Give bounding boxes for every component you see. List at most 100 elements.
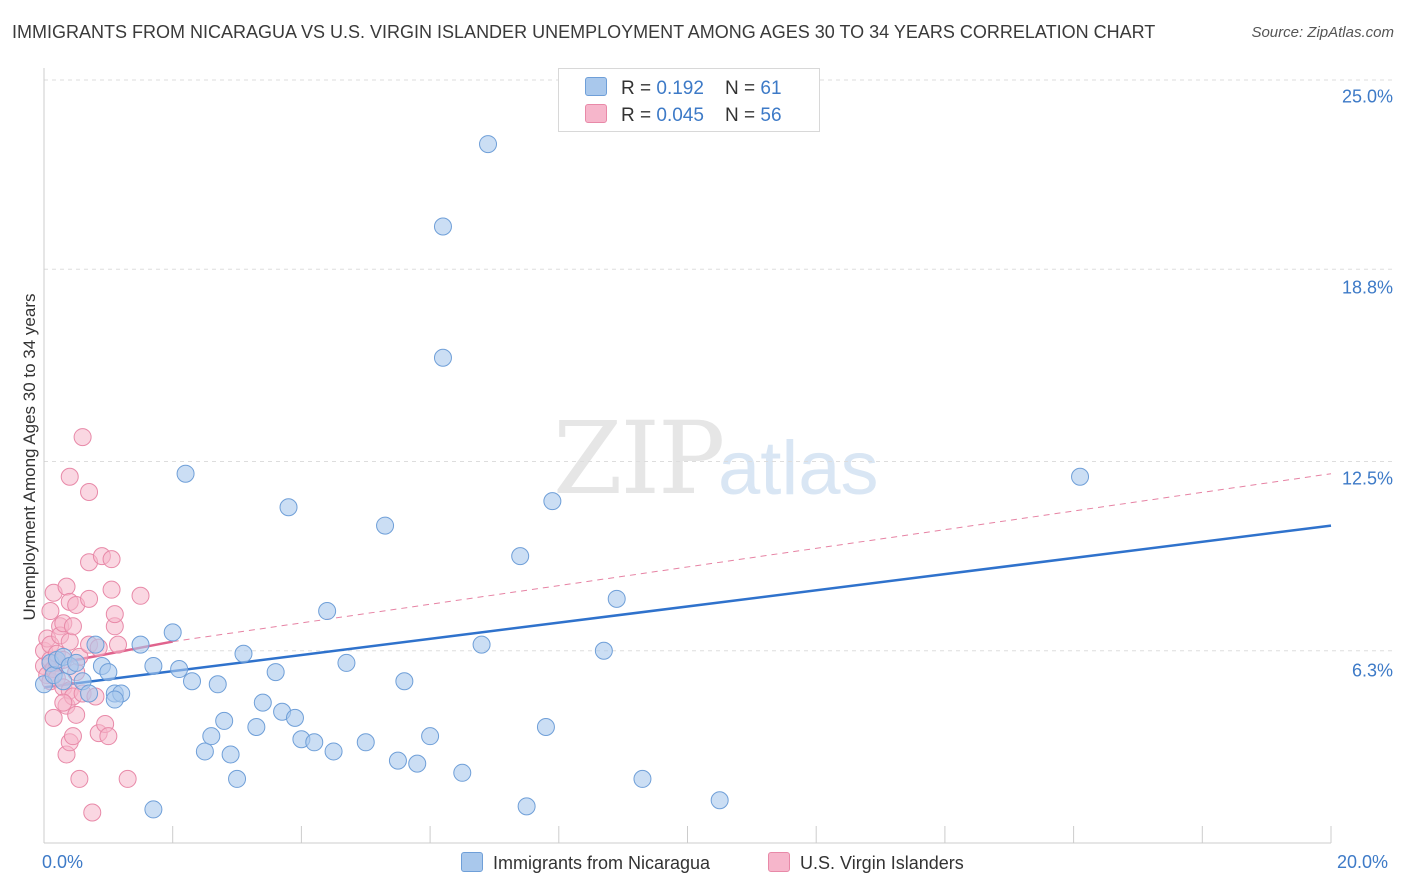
data-point-nicaragua bbox=[54, 672, 73, 691]
data-point-nicaragua bbox=[607, 589, 626, 608]
data-point-nicaragua bbox=[163, 623, 182, 642]
data-point-nicaragua bbox=[408, 754, 427, 773]
chart-title: IMMIGRANTS FROM NICARAGUA VS U.S. VIRGIN… bbox=[12, 22, 1156, 42]
legend-n-value: 56 bbox=[760, 105, 782, 126]
bottom-legend-nicaragua: Immigrants from Nicaragua bbox=[461, 852, 710, 874]
trend-line-nicaragua bbox=[43, 524, 1332, 689]
data-point-nicaragua bbox=[80, 684, 99, 703]
legend-n-value: 61 bbox=[760, 78, 782, 99]
data-point-virgin-islanders bbox=[41, 602, 60, 621]
x-tick-label-min: 0.0% bbox=[42, 852, 84, 872]
data-point-nicaragua bbox=[105, 690, 124, 709]
data-point-nicaragua bbox=[234, 644, 253, 663]
data-point-nicaragua bbox=[253, 693, 272, 712]
bottom-legend-label: U.S. Virgin Islanders bbox=[800, 853, 964, 873]
data-point-nicaragua bbox=[170, 660, 189, 679]
data-point-nicaragua bbox=[99, 663, 118, 682]
legend-r-label: R = bbox=[621, 105, 657, 126]
data-point-virgin-islanders bbox=[105, 605, 124, 624]
data-point-nicaragua bbox=[279, 498, 298, 517]
data-point-virgin-islanders bbox=[109, 635, 128, 654]
data-point-virgin-islanders bbox=[118, 769, 137, 788]
data-point-virgin-islanders bbox=[131, 586, 150, 605]
legend-n-label: N = bbox=[725, 105, 761, 126]
data-point-nicaragua bbox=[247, 718, 266, 737]
bottom-legend-swatch-blue bbox=[461, 852, 483, 872]
y-tick-label: 12.5% bbox=[1341, 468, 1393, 489]
data-point-nicaragua bbox=[433, 348, 452, 367]
data-point-virgin-islanders bbox=[80, 483, 99, 502]
data-point-virgin-islanders bbox=[102, 550, 121, 569]
data-point-nicaragua bbox=[176, 464, 195, 483]
bottom-legend-virgin-islanders: U.S. Virgin Islanders bbox=[768, 852, 964, 874]
data-point-nicaragua bbox=[710, 791, 729, 810]
data-point-nicaragua bbox=[594, 641, 613, 660]
data-point-virgin-islanders bbox=[63, 727, 82, 746]
watermark-zip: ZIP bbox=[553, 400, 725, 517]
trend-line-virgin-islanders-extended bbox=[172, 473, 1332, 643]
y-axis-label: Unemployment Among Ages 30 to 34 years bbox=[20, 293, 39, 621]
data-point-nicaragua bbox=[67, 653, 86, 672]
data-point-nicaragua bbox=[215, 711, 234, 730]
data-point-virgin-islanders bbox=[57, 577, 76, 596]
data-point-nicaragua bbox=[318, 602, 337, 621]
legend-r-label: R = bbox=[621, 78, 657, 99]
data-point-virgin-islanders bbox=[54, 693, 73, 712]
correlation-legend: R = 0.192 N = 61 R = 0.045 N = 56 bbox=[558, 68, 820, 132]
data-point-nicaragua bbox=[479, 135, 498, 154]
data-points bbox=[35, 135, 1090, 822]
data-point-nicaragua bbox=[395, 672, 414, 691]
legend-n-label: N = bbox=[725, 78, 761, 99]
data-point-virgin-islanders bbox=[73, 428, 92, 447]
data-point-nicaragua bbox=[144, 656, 163, 675]
axes bbox=[43, 68, 1332, 844]
data-point-nicaragua bbox=[453, 763, 472, 782]
data-point-nicaragua bbox=[324, 742, 343, 761]
legend-swatch-pink bbox=[585, 104, 607, 123]
grid-lines bbox=[44, 79, 1393, 652]
data-point-nicaragua bbox=[208, 675, 227, 694]
legend-r-value: 0.045 bbox=[656, 105, 704, 126]
y-tick-label: 18.8% bbox=[1341, 277, 1393, 298]
x-tick-label-max: 20.0% bbox=[1337, 852, 1389, 872]
data-point-nicaragua bbox=[195, 742, 214, 761]
data-point-nicaragua bbox=[1071, 467, 1090, 486]
data-point-nicaragua bbox=[144, 800, 163, 819]
data-point-nicaragua bbox=[433, 217, 452, 236]
data-point-nicaragua bbox=[376, 516, 395, 535]
data-point-nicaragua bbox=[543, 492, 562, 511]
data-point-nicaragua bbox=[183, 672, 202, 691]
data-point-nicaragua bbox=[633, 769, 652, 788]
y-tick-label: 6.3% bbox=[1351, 660, 1393, 681]
data-point-virgin-islanders bbox=[63, 617, 82, 636]
bottom-legend-label: Immigrants from Nicaragua bbox=[493, 853, 711, 873]
y-tick-label: 25.0% bbox=[1341, 86, 1393, 107]
source-credit: Source: ZipAtlas.com bbox=[1251, 24, 1394, 41]
data-point-nicaragua bbox=[356, 733, 375, 752]
data-point-virgin-islanders bbox=[80, 589, 99, 608]
legend-row-virgin-islanders: R = 0.045 N = 56 bbox=[585, 104, 782, 127]
data-point-nicaragua bbox=[511, 547, 530, 566]
data-point-virgin-islanders bbox=[83, 803, 102, 822]
data-point-nicaragua bbox=[285, 708, 304, 727]
data-point-virgin-islanders bbox=[60, 467, 79, 486]
legend-row-nicaragua: R = 0.192 N = 61 bbox=[585, 77, 782, 100]
watermark-atlas: atlas bbox=[718, 426, 879, 511]
data-point-nicaragua bbox=[86, 635, 105, 654]
data-point-nicaragua bbox=[337, 653, 356, 672]
data-point-nicaragua bbox=[388, 751, 407, 770]
data-point-nicaragua bbox=[221, 745, 240, 764]
data-point-virgin-islanders bbox=[102, 580, 121, 599]
data-point-nicaragua bbox=[536, 718, 555, 737]
legend-r-value: 0.192 bbox=[656, 78, 704, 99]
bottom-legend-swatch-pink bbox=[768, 852, 790, 872]
legend-swatch-blue bbox=[585, 77, 607, 96]
data-point-virgin-islanders bbox=[70, 769, 89, 788]
data-point-nicaragua bbox=[202, 727, 221, 746]
data-point-nicaragua bbox=[517, 797, 536, 816]
data-point-virgin-islanders bbox=[67, 705, 86, 724]
data-point-virgin-islanders bbox=[99, 727, 118, 746]
data-point-nicaragua bbox=[305, 733, 324, 752]
data-point-nicaragua bbox=[472, 635, 491, 654]
